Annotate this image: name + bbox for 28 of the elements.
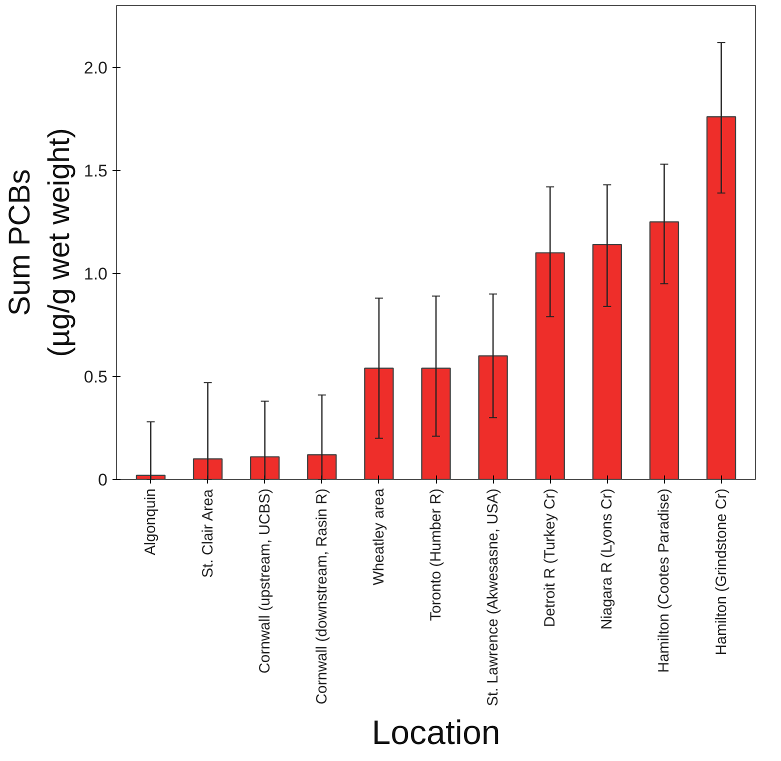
y-tick-label: 1.5 <box>84 161 108 180</box>
x-tick-label: Cornwall (downstream, Rasin R) <box>313 488 330 704</box>
bar <box>192 458 223 480</box>
bar <box>535 252 565 480</box>
x-tick-label: Detroit R (Turkey Cr) <box>542 488 559 628</box>
x-tick-label: St. Clair Area <box>199 488 216 578</box>
bar <box>478 355 508 480</box>
bar <box>307 454 337 480</box>
bar <box>649 221 680 480</box>
y-tick-label: 1.0 <box>84 264 108 284</box>
bar <box>364 368 394 480</box>
y-tick-label: 2.0 <box>84 58 108 78</box>
x-axis-title: Location <box>372 714 500 752</box>
y-tick-label: 0.5 <box>84 367 108 386</box>
bar <box>421 368 451 480</box>
x-tick-label: Toronto (Humber R) <box>428 488 444 622</box>
y-tick-label: 0 <box>98 470 108 490</box>
x-tick-label: Algonquin <box>142 488 160 556</box>
x-tick-label: Hamilton (Grindstone Cr) <box>712 488 730 656</box>
y-axis-title: Sum PCBs (µg/g wet weight) <box>3 128 76 358</box>
bar <box>250 456 280 480</box>
bar <box>706 116 736 480</box>
x-tick-label: St. Lawrence (Akwesasne, USA) <box>484 488 502 706</box>
x-tick-label: Hamilton (Cootes Paradise) <box>656 488 673 673</box>
x-tick-label: Wheatley area <box>370 488 388 586</box>
x-tick-label: Cornwall (upstream, UCBS) <box>256 488 274 674</box>
x-tick-label: Niagara R (Lyons Cr) <box>598 488 616 630</box>
bar <box>592 244 622 480</box>
